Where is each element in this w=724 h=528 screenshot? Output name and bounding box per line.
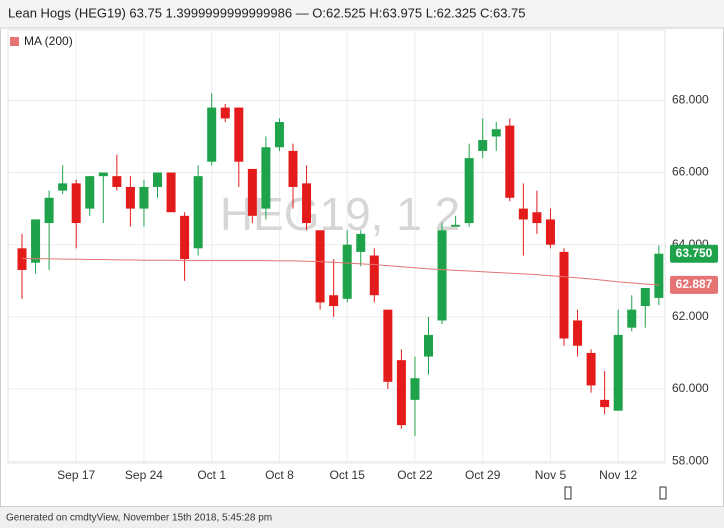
candle-body — [586, 352, 596, 386]
candle-body — [640, 287, 650, 307]
candle-body — [329, 295, 339, 307]
candle-body — [180, 215, 190, 260]
legend-label: MA (200) — [24, 34, 73, 48]
candle-body — [58, 183, 68, 191]
candle-body — [71, 183, 81, 224]
candle-body — [464, 158, 474, 224]
watermark: HEG19, 1 2 — [220, 188, 460, 240]
candle-body — [207, 107, 217, 162]
candle-body — [342, 244, 352, 299]
x-tick-label: Oct 15 — [330, 468, 366, 482]
candle-body — [369, 255, 379, 296]
footer: Generated on cmdtyView, November 15th 20… — [6, 513, 272, 524]
candle-body — [573, 320, 583, 346]
candle-body — [396, 360, 406, 426]
price-tag-label: 62.887 — [676, 277, 713, 291]
chart-title: Lean Hogs (HEG19) 63.75 1.39999999999999… — [8, 5, 526, 20]
x-tick-label: Oct 22 — [397, 468, 433, 482]
x-tick-label: Oct 8 — [265, 468, 294, 482]
x-tick-label: Oct 1 — [197, 468, 226, 482]
candle-body — [451, 224, 461, 227]
candle-body — [112, 176, 122, 187]
candle-body — [261, 147, 271, 209]
candle-body — [356, 233, 366, 252]
title-bar — [0, 0, 724, 28]
candle-body — [315, 230, 325, 303]
candle-body — [518, 208, 528, 220]
candle-body — [234, 107, 244, 162]
candle-body — [532, 212, 542, 224]
candle-body — [559, 251, 569, 339]
candle-body — [98, 172, 108, 177]
y-tick-label: 60.000 — [672, 381, 709, 395]
scroll-handle[interactable] — [564, 486, 572, 500]
candle-body — [44, 197, 54, 224]
y-tick-label: 58.000 — [672, 453, 709, 467]
candle-body — [383, 309, 393, 382]
candle-body — [193, 176, 203, 249]
candle-body — [288, 150, 298, 187]
y-tick-label: 62.000 — [672, 309, 709, 323]
candle-body — [274, 122, 284, 148]
x-tick-label: Nov 12 — [599, 468, 637, 482]
candle-body — [166, 172, 176, 213]
x-tick-label: Sep 24 — [125, 468, 163, 482]
price-tag-label: 63.750 — [676, 246, 713, 260]
candle-body — [31, 219, 41, 263]
marks: 63.750 62.887 — [17, 93, 718, 436]
candle-body — [302, 183, 312, 224]
candle-body — [437, 230, 447, 321]
x-tick-label: Sep 17 — [57, 468, 95, 482]
y-tick-label: 68.000 — [672, 93, 709, 107]
x-tick-label: Nov 5 — [535, 468, 567, 482]
scroll-handle[interactable] — [659, 486, 667, 500]
candle-body — [505, 125, 515, 198]
candle-body — [654, 253, 664, 298]
y-tick-label: 66.000 — [672, 165, 709, 179]
candle-body — [613, 334, 623, 411]
price-tag — [670, 244, 718, 263]
candle-body — [153, 172, 162, 187]
footer-bar — [0, 507, 724, 528]
candle-body — [139, 186, 149, 209]
legend-swatch — [10, 37, 19, 46]
ma-line — [21, 257, 659, 286]
candle-body — [220, 107, 230, 119]
candle-body — [545, 219, 555, 245]
candle-body — [600, 399, 610, 408]
candle-body — [491, 129, 501, 137]
candle-body — [247, 168, 257, 216]
plot-area — [7, 29, 666, 464]
candle-body — [125, 186, 135, 209]
price-tag — [670, 275, 718, 294]
candle-body — [627, 309, 637, 328]
candle-body — [478, 140, 488, 151]
candle-body — [410, 378, 420, 400]
candle-body — [424, 334, 433, 357]
candle-body — [85, 176, 95, 209]
x-tick-label: Oct 29 — [465, 468, 501, 482]
candle-body — [17, 248, 27, 270]
